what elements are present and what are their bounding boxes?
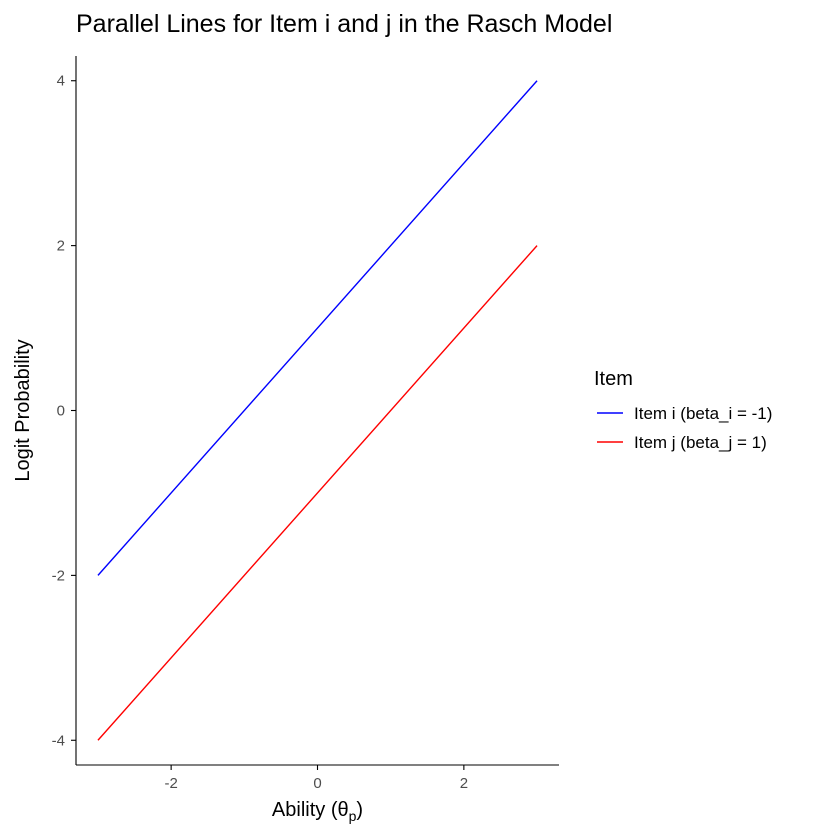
x-axis-title-subscript: p xyxy=(349,808,357,824)
x-axis-title-main: Ability (θ xyxy=(272,799,349,821)
y-tick-label: -4 xyxy=(52,732,65,749)
legend-label-2: Item j (beta_j = 1) xyxy=(634,433,767,452)
x-tick-label: 0 xyxy=(313,775,321,792)
chart-title: Parallel Lines for Item i and j in the R… xyxy=(76,10,612,38)
legend: Item Item i (beta_i = -1) Item j (beta_j … xyxy=(594,368,772,452)
y-tick-label: 2 xyxy=(57,238,65,255)
y-axis-ticks: -4 -2 0 2 4 xyxy=(52,73,76,749)
y-tick-label: -2 xyxy=(52,567,65,584)
y-axis-title: Logit Probability xyxy=(12,339,34,481)
y-tick-label: 0 xyxy=(57,403,65,420)
legend-label-1: Item i (beta_i = -1) xyxy=(634,404,772,423)
x-axis-title: Ability (θp) xyxy=(272,799,363,824)
legend-title: Item xyxy=(594,368,633,390)
x-tick-label: 2 xyxy=(460,775,468,792)
plot-area: -2 0 2 -4 -2 0 2 4 xyxy=(52,56,559,792)
series-layer xyxy=(97,80,538,741)
legend-items: Item i (beta_i = -1) Item j (beta_j = 1) xyxy=(597,404,772,452)
x-tick-label: -2 xyxy=(164,775,177,792)
y-tick-label: 4 xyxy=(57,73,65,90)
x-axis-title-end: ) xyxy=(356,799,363,821)
series-line-1 xyxy=(97,80,538,576)
x-axis-ticks: -2 0 2 xyxy=(164,765,468,792)
series-line-2 xyxy=(97,245,538,741)
